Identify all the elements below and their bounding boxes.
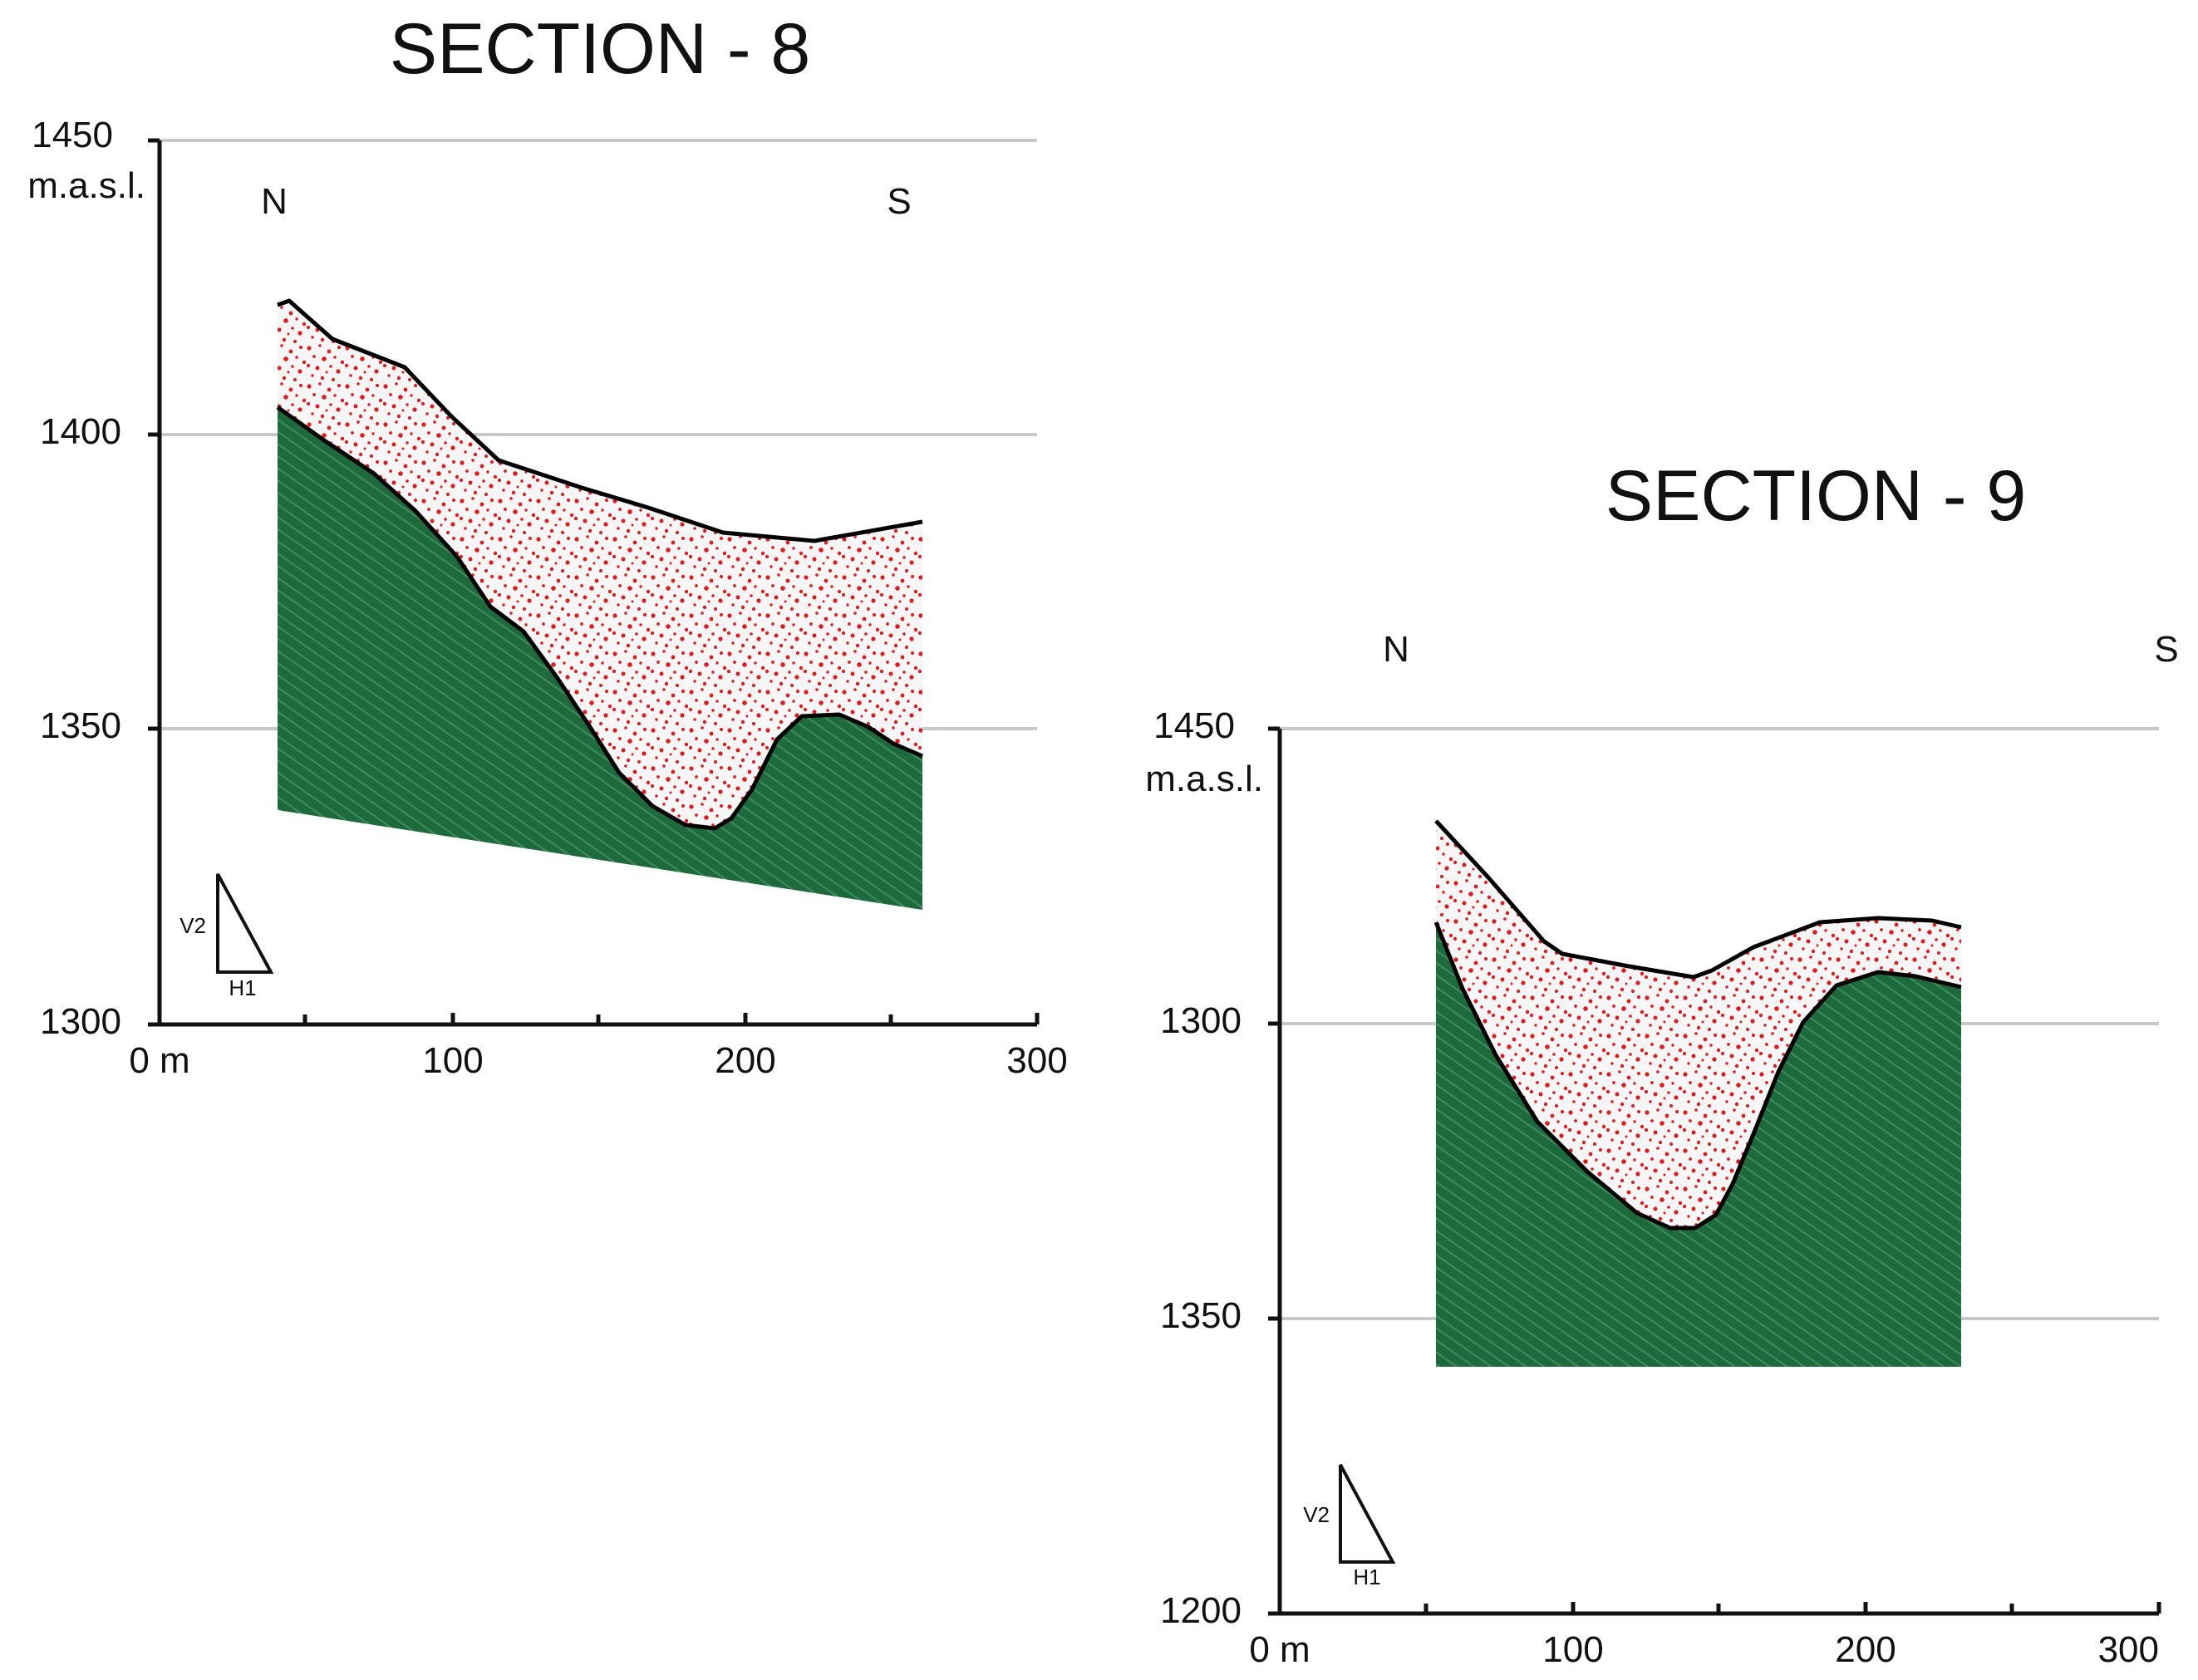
north-label: N	[261, 181, 288, 222]
y-tick-label: 1300	[40, 1001, 121, 1042]
bedrock-unit	[1436, 922, 1961, 1367]
y-tick-label: 1200	[1160, 1590, 1242, 1631]
north-label: N	[1383, 629, 1409, 670]
scale-horizontal-label: H1	[229, 975, 256, 1000]
scale-horizontal-label: H1	[1353, 1565, 1380, 1589]
section-9-title: SECTION - 9	[1605, 456, 2027, 536]
x-tick-label: 200	[1835, 1629, 1896, 1670]
y-unit-label: m.a.s.l.	[1145, 759, 1263, 799]
y-tick-label: 1400	[40, 411, 121, 452]
section-9: SECTION - 9 1450 m.a.s.l. 1300 1350 1200…	[1145, 456, 2178, 1670]
x-unit-label: 0 m	[129, 1040, 189, 1081]
ground-surface-line	[1434, 819, 1962, 980]
x-tick-label: 100	[422, 1040, 483, 1081]
x-tick-label: 100	[1542, 1629, 1603, 1670]
y-unit-label: m.a.s.l.	[27, 165, 145, 206]
bedrock-contact-line	[1433, 921, 1962, 1231]
x-tick-label: 300	[1006, 1040, 1067, 1081]
y-tick-label: 1300	[1160, 1000, 1242, 1041]
scale-ratio-icon: V2 H1	[179, 873, 274, 1000]
section-8-title: SECTION - 8	[390, 9, 811, 89]
bedrock-contact-line	[276, 405, 923, 831]
x-tick-label: 300	[2098, 1629, 2159, 1670]
section-8: SECTION - 8 1450 m.a.s.l. 1400 1350 1300…	[27, 9, 1068, 1081]
x-tick-label: 200	[715, 1040, 775, 1081]
y-tick-label: 1450	[1153, 705, 1235, 746]
scale-ratio-icon: V2 H1	[1303, 1464, 1396, 1589]
south-label: S	[2154, 629, 2178, 670]
bedrock-unit	[278, 407, 922, 910]
y-tick-label: 1350	[1160, 1295, 1242, 1336]
deposit-unit	[278, 301, 922, 828]
scale-vertical-label: V2	[1303, 1502, 1330, 1527]
south-label: S	[887, 181, 911, 222]
ground-surface-line	[277, 298, 923, 543]
x-unit-label: 0 m	[1249, 1629, 1310, 1670]
y-tick-label: 1450	[32, 115, 113, 155]
scale-vertical-label: V2	[179, 913, 206, 938]
y-tick-label: 1350	[40, 705, 121, 746]
